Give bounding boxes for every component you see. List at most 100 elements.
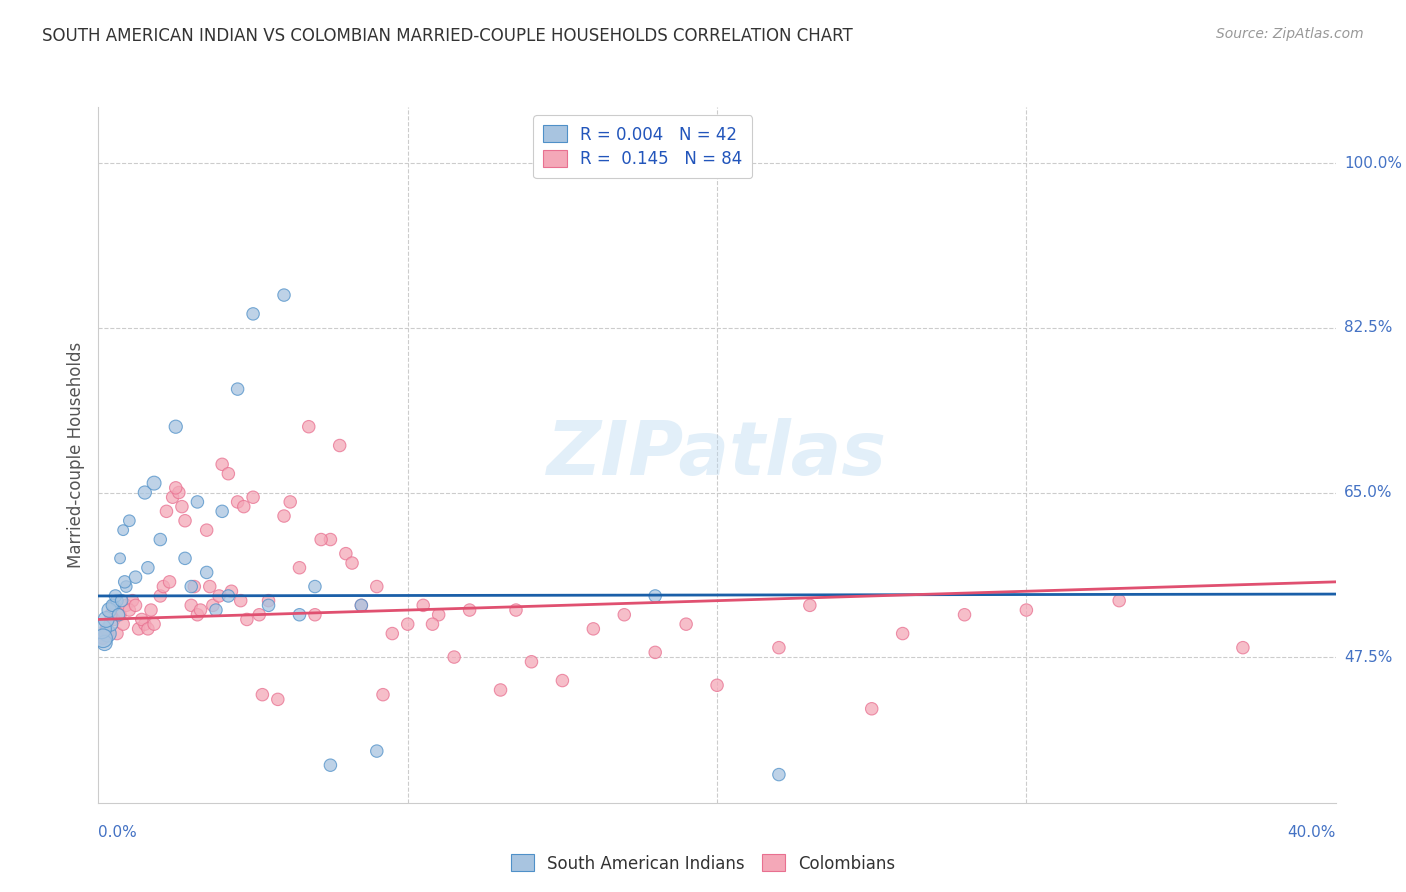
Point — [229, 593, 252, 607]
Point — [273, 288, 295, 302]
Point — [288, 560, 311, 574]
Point — [128, 622, 150, 636]
Point — [706, 678, 728, 692]
Point — [190, 603, 212, 617]
Point — [112, 523, 135, 537]
Point — [96, 612, 118, 626]
Point — [134, 485, 156, 500]
Text: 0.0%: 0.0% — [98, 825, 138, 840]
Point — [226, 495, 249, 509]
Text: Source: ZipAtlas.com: Source: ZipAtlas.com — [1216, 27, 1364, 41]
Point — [111, 593, 132, 607]
Point — [165, 419, 187, 434]
Point — [180, 580, 202, 594]
Point — [551, 673, 574, 688]
Point — [108, 607, 131, 622]
Point — [304, 580, 326, 594]
Point — [211, 504, 233, 518]
Point — [257, 593, 280, 607]
Text: 40.0%: 40.0% — [1288, 825, 1336, 840]
Point — [96, 622, 118, 636]
Point — [582, 622, 605, 636]
Point — [412, 599, 434, 613]
Point — [186, 607, 208, 622]
Point — [799, 599, 821, 613]
Point — [97, 626, 120, 640]
Point — [236, 612, 259, 626]
Point — [217, 589, 239, 603]
Point — [98, 603, 121, 617]
Point — [288, 607, 311, 622]
Point — [366, 744, 388, 758]
Point — [103, 612, 125, 626]
Point — [101, 599, 124, 613]
Point — [381, 626, 404, 640]
Point — [371, 688, 394, 702]
Point — [221, 584, 243, 599]
Point — [139, 603, 162, 617]
Point — [1232, 640, 1254, 655]
Point — [613, 607, 636, 622]
Point — [131, 612, 153, 626]
Point — [247, 607, 270, 622]
Point — [195, 566, 218, 580]
Point — [124, 570, 146, 584]
Point — [350, 599, 373, 613]
Point — [174, 514, 197, 528]
Point — [115, 580, 138, 594]
Point — [167, 485, 190, 500]
Point — [427, 607, 450, 622]
Point — [100, 617, 122, 632]
Point — [396, 617, 419, 632]
Point — [273, 509, 295, 524]
Point — [205, 603, 228, 617]
Point — [118, 603, 141, 617]
Point — [520, 655, 543, 669]
Legend: R = 0.004   N = 42, R =  0.145   N = 84: R = 0.004 N = 42, R = 0.145 N = 84 — [533, 115, 752, 178]
Point — [104, 589, 127, 603]
Point — [232, 500, 254, 514]
Point — [107, 607, 129, 622]
Point — [257, 599, 280, 613]
Point — [118, 514, 141, 528]
Point — [458, 603, 481, 617]
Point — [170, 500, 193, 514]
Point — [195, 523, 218, 537]
Point — [91, 632, 114, 646]
Point — [350, 599, 373, 613]
Legend: South American Indians, Colombians: South American Indians, Colombians — [503, 847, 903, 880]
Point — [91, 632, 114, 646]
Point — [891, 626, 914, 640]
Point — [226, 382, 249, 396]
Text: 47.5%: 47.5% — [1344, 649, 1392, 665]
Point — [143, 476, 166, 491]
Point — [319, 533, 342, 547]
Point — [644, 589, 666, 603]
Point — [953, 607, 976, 622]
Point — [155, 504, 177, 518]
Point — [93, 636, 115, 650]
Point — [159, 574, 181, 589]
Point — [443, 650, 465, 665]
Y-axis label: Married-couple Households: Married-couple Households — [66, 342, 84, 568]
Point — [112, 617, 135, 632]
Point — [124, 599, 146, 613]
Text: 82.5%: 82.5% — [1344, 320, 1392, 335]
Text: 65.0%: 65.0% — [1344, 485, 1392, 500]
Point — [105, 593, 128, 607]
Point — [208, 589, 231, 603]
Point — [304, 607, 326, 622]
Point — [108, 551, 131, 566]
Point — [97, 626, 120, 640]
Point — [100, 607, 122, 622]
Point — [860, 702, 883, 716]
Point — [183, 580, 205, 594]
Point — [149, 533, 172, 547]
Point — [143, 617, 166, 632]
Point — [165, 481, 187, 495]
Point — [198, 580, 221, 594]
Point — [340, 556, 363, 570]
Point — [1108, 593, 1130, 607]
Point — [152, 580, 174, 594]
Point — [422, 617, 444, 632]
